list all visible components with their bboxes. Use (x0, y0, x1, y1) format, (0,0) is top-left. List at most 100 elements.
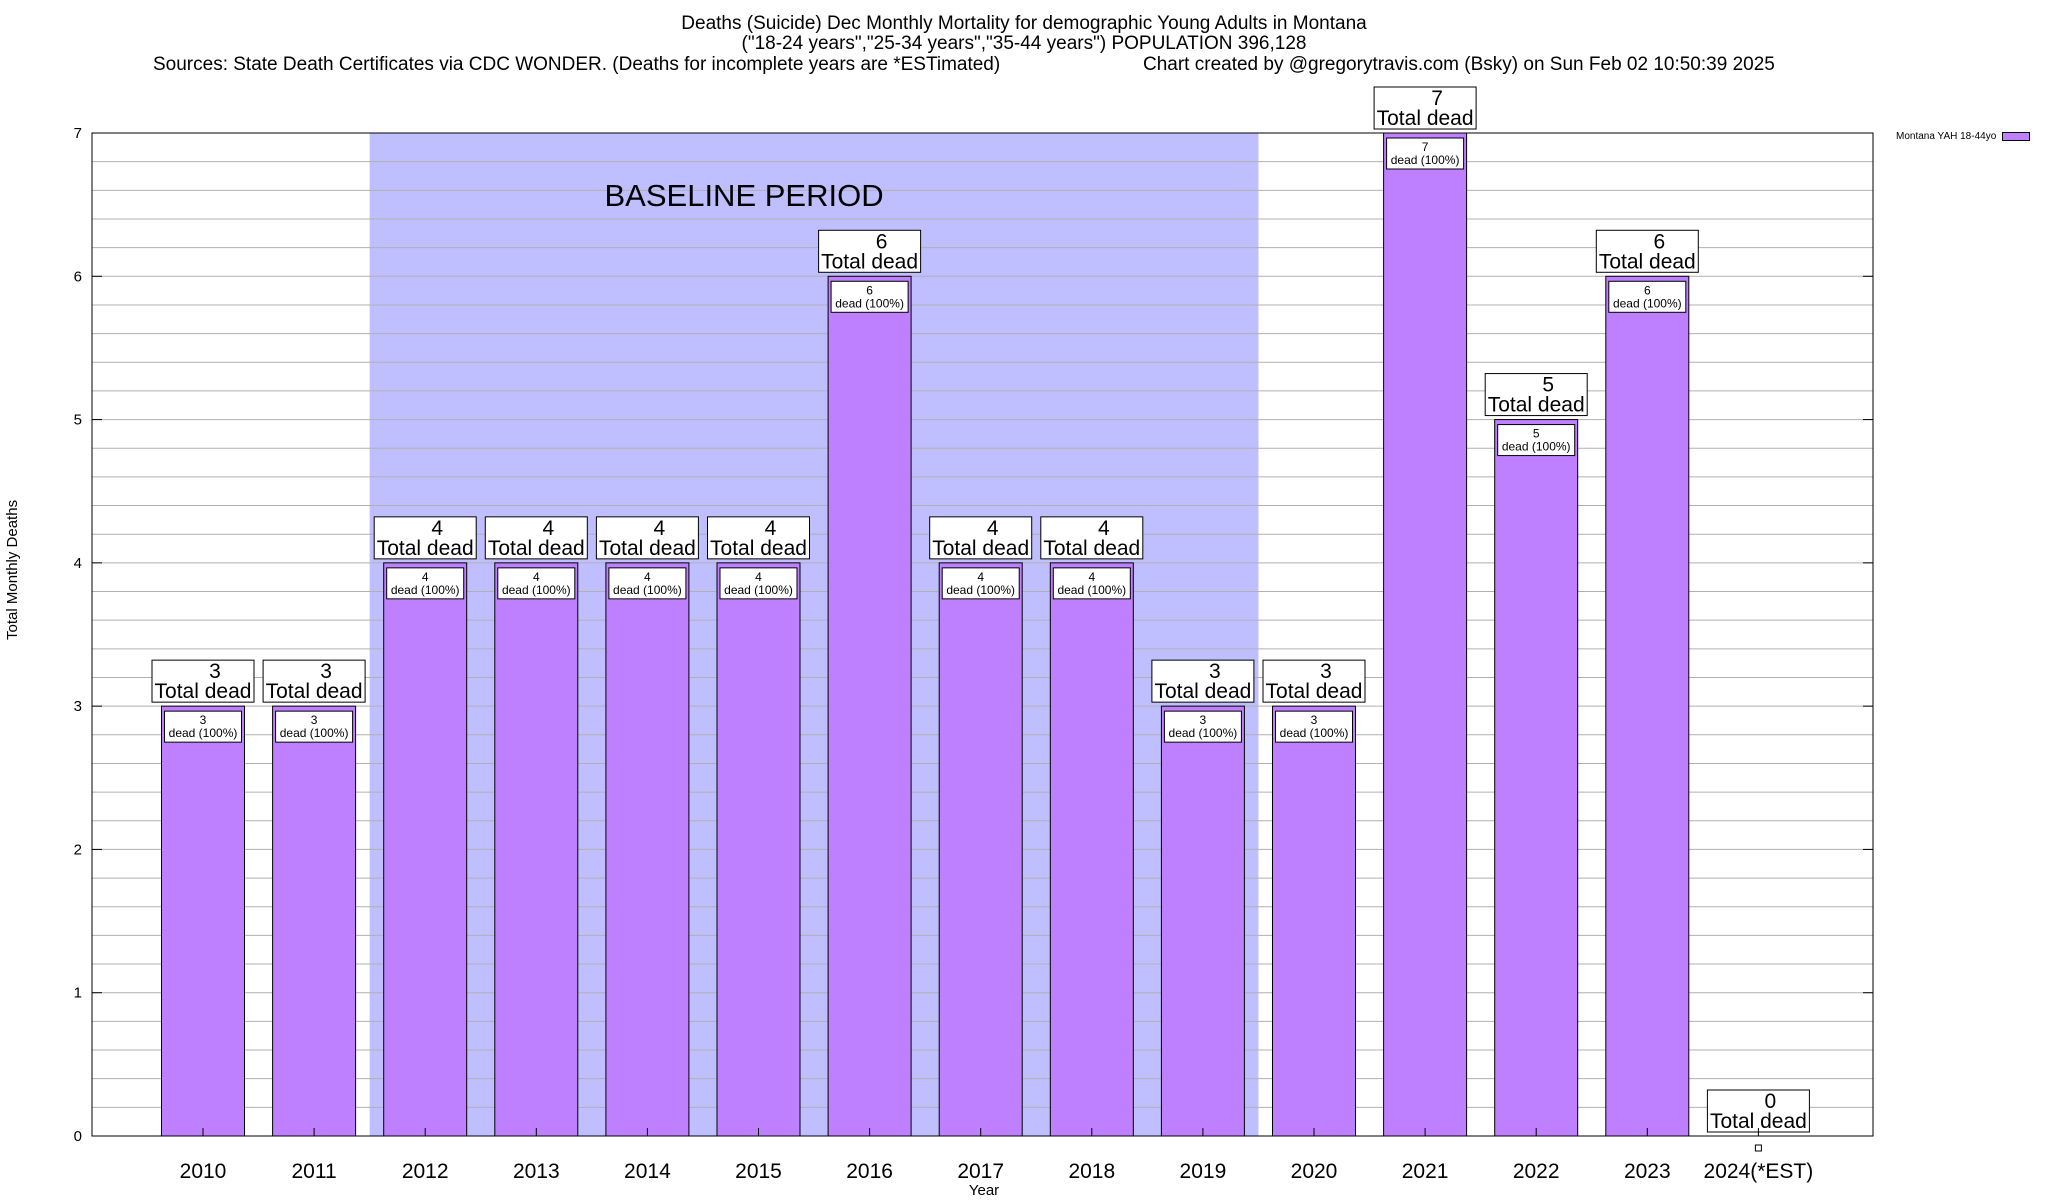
bar (161, 705, 245, 1137)
bar (383, 562, 468, 1137)
baseline-period-label: BASELINE PERIOD (605, 178, 884, 213)
data-label-total: Total dead (1154, 680, 1251, 703)
total-dead-box (1706, 1089, 1810, 1133)
total-dead-box (595, 516, 699, 560)
bar-inner-label-box (608, 567, 687, 600)
x-tick-label: 2011 (292, 1160, 337, 1183)
x-tick-label: 2024(*EST) (1704, 1160, 1814, 1183)
bar-zero-marker (1754, 1144, 1762, 1152)
data-label-value: 4 (654, 517, 666, 540)
data-label-value: 3 (320, 660, 332, 683)
bar-inner-label-box (1497, 424, 1576, 457)
bar (494, 562, 579, 1137)
bar-inner-label: dead (100%) (502, 583, 571, 597)
data-label-total: Total dead (1266, 680, 1363, 703)
bar-inner-count: 3 (311, 713, 318, 727)
bar (1160, 705, 1245, 1137)
y-tick-label: 3 (74, 698, 82, 715)
x-tick-label: 2010 (180, 1160, 227, 1183)
data-label-total: Total dead (377, 537, 474, 560)
x-tick-label: 2020 (1291, 1160, 1338, 1183)
plot-frame (91, 132, 1874, 1137)
bar-inner-label: dead (100%) (724, 583, 793, 597)
chart-title: Deaths (Suicide) Dec Monthly Mortality f… (681, 13, 1367, 34)
bar-inner-label-box (830, 280, 909, 313)
data-label-value: 5 (1542, 374, 1554, 397)
bar-inner-label-box (1386, 137, 1465, 170)
total-dead-box (1595, 229, 1699, 273)
x-tick-label: 2012 (402, 1160, 449, 1183)
x-tick-label: 2021 (1402, 1160, 1449, 1183)
bar-inner-count: 3 (1311, 713, 1318, 727)
data-label-value: 6 (1653, 230, 1665, 253)
data-label-value: 3 (209, 660, 221, 683)
total-dead-box (1151, 659, 1255, 703)
y-tick-label: 0 (74, 1128, 82, 1145)
data-label-total: Total dead (1599, 250, 1696, 273)
legend-swatch (2002, 132, 2031, 141)
bar-inner-label: dead (100%) (1169, 726, 1238, 740)
data-label-total: Total dead (1377, 107, 1474, 130)
bar-inner-count: 4 (533, 570, 540, 584)
bar-inner-count: 6 (1644, 283, 1651, 297)
bar (1272, 705, 1356, 1137)
bar-inner-label: dead (100%) (169, 726, 238, 740)
bar-inner-label-box (386, 567, 465, 600)
x-tick-label: 2014 (624, 1160, 671, 1183)
bar-inner-count: 3 (1200, 713, 1207, 727)
data-label-value: 4 (542, 517, 554, 540)
bar (1494, 419, 1579, 1137)
data-label-total: Total dead (1043, 537, 1140, 560)
data-label-value: 3 (1209, 660, 1221, 683)
bar-inner-label-box (941, 567, 1020, 600)
total-dead-box (929, 516, 1033, 560)
bar-inner-label: dead (100%) (1391, 153, 1460, 167)
y-tick-label: 7 (74, 125, 82, 142)
y-tick-label: 5 (74, 412, 82, 429)
bar-inner-count: 5 (1533, 427, 1540, 441)
y-tick-label: 6 (74, 268, 82, 285)
y-tick-label: 2 (74, 841, 82, 858)
total-dead-box (1484, 373, 1588, 417)
data-label-total: Total dead (488, 537, 585, 560)
chart-credit: Chart created by @gregorytravis.com (Bsk… (1143, 54, 1775, 75)
bar-inner-label-box (1052, 567, 1131, 600)
data-label-total: Total dead (821, 250, 918, 273)
chart-subtitle: ("18-24 years","25-34 years","35-44 year… (741, 33, 1307, 54)
bar-inner-count: 4 (644, 570, 651, 584)
data-label-total: Total dead (155, 680, 252, 703)
x-tick-label: 2017 (957, 1160, 1004, 1183)
y-tick-label: 1 (74, 985, 82, 1002)
total-dead-box (818, 229, 922, 273)
data-label-total: Total dead (1710, 1110, 1807, 1133)
bar-inner-label: dead (100%) (946, 583, 1015, 597)
data-label-value: 7 (1431, 87, 1443, 110)
total-dead-box (1040, 516, 1144, 560)
bar-inner-count: 4 (1088, 570, 1095, 584)
data-label-total: Total dead (932, 537, 1029, 560)
data-label-total: Total dead (710, 537, 807, 560)
y-tick-label: 4 (74, 555, 82, 572)
bar (605, 562, 690, 1137)
data-label-total: Total dead (266, 680, 363, 703)
chart-sources: Sources: State Death Certificates via CD… (153, 54, 1001, 75)
data-label-value: 3 (1320, 660, 1332, 683)
x-tick-label: 2015 (735, 1160, 782, 1183)
x-tick-label: 2018 (1068, 1160, 1115, 1183)
x-tick-label: 2016 (846, 1160, 893, 1183)
bar-inner-count: 4 (755, 570, 762, 584)
total-dead-box (262, 659, 366, 703)
bar (1605, 275, 1690, 1137)
data-label-value: 0 (1765, 1090, 1777, 1113)
total-dead-box (1373, 86, 1477, 130)
bar-inner-label: dead (100%) (613, 583, 682, 597)
total-dead-box (151, 659, 255, 703)
bar-inner-count: 7 (1422, 140, 1429, 154)
bar-inner-label: dead (100%) (391, 583, 460, 597)
x-tick-label: 2023 (1624, 1160, 1671, 1183)
data-label-value: 4 (987, 517, 999, 540)
bar-inner-label-box (164, 710, 242, 743)
bar-inner-count: 4 (977, 570, 984, 584)
bar-inner-count: 3 (200, 713, 207, 727)
